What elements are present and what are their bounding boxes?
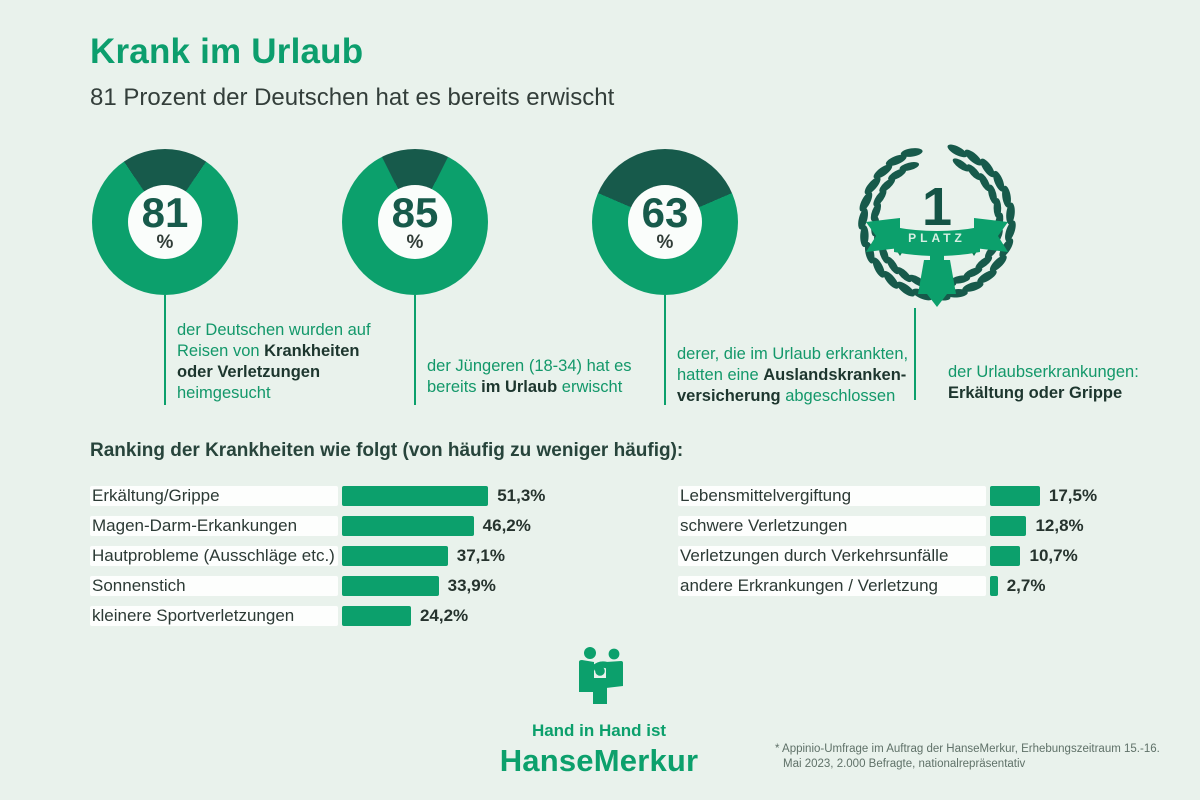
ranking-row: Sonnenstich 33,9% <box>90 576 545 596</box>
stat-column-81: 81 % der Deutschen wurden auf Reisen von… <box>92 149 371 405</box>
ranking-value: 24,2% <box>419 606 469 625</box>
ranking-value: 51,3% <box>497 486 546 505</box>
ranking-bar <box>990 486 1040 506</box>
laurel-wreath-svg <box>858 144 1016 307</box>
stat-column-award: 1 PLATZ der Urlaubserkrankungen: Erkältun… <box>842 140 1139 402</box>
ranking-label: Erkältung/Grippe <box>90 486 338 506</box>
percent-sign: % <box>656 231 674 253</box>
ranking-column-right: Lebensmittelvergiftung 17,5% schwere Verle… <box>678 486 1097 606</box>
ranking-row: Lebensmittelvergiftung 17,5% <box>678 486 1097 506</box>
ranking-row: Verletzungen durch Verkehrsunfälle 10,7% <box>678 546 1097 566</box>
percent-sign: % <box>156 231 174 253</box>
ranking-label: andere Erkrankungen / Verletzung <box>678 576 986 596</box>
ranking-value: 10,7% <box>1029 546 1078 565</box>
brand-logo: Hand in Hand ist HanseMerkur <box>468 644 730 779</box>
donut-value: 63 <box>641 188 689 236</box>
logo-tagline: Hand in Hand ist <box>531 721 667 740</box>
ranking-bar <box>990 516 1027 536</box>
ranking-row: andere Erkrankungen / Verletzung 2,7% <box>678 576 1097 596</box>
ranking-label: Hautprobleme (Ausschläge etc.) <box>90 546 338 566</box>
stat-column-85: 85 % der Jüngeren (18-34) hat es bereits… <box>342 149 632 405</box>
stat-caption: der Jüngeren (18-34) hat es bereits im U… <box>427 357 632 396</box>
donut-hole: 63 % <box>628 185 702 259</box>
ranking-column-left: Erkältung/Grippe 51,3% Magen-Darm-Erkankun… <box>90 486 545 636</box>
ranking-value: 12,8% <box>1035 516 1084 535</box>
laurel-wreath-icon: 1 PLATZ <box>842 140 1032 330</box>
connector-line <box>164 295 166 405</box>
hansemerkur-people-icon <box>579 647 623 704</box>
ranking-label: kleinere Sportverletzungen <box>90 606 338 626</box>
ranking-value: 46,2% <box>482 516 531 535</box>
logo-brand-name: HanseMerkur <box>499 743 699 778</box>
connector-line <box>664 295 666 405</box>
ranking-label: Magen-Darm-Erkankungen <box>90 516 338 536</box>
ranking-bar <box>342 576 439 596</box>
source-footnote: * Appinio-Umfrage im Auftrag der HanseMe… <box>775 743 1160 770</box>
donut-hole: 81 % <box>128 185 202 259</box>
donut-chart-81: 81 % <box>92 149 238 295</box>
award-banner-label: PLATZ <box>908 231 966 245</box>
ranking-label: Sonnenstich <box>90 576 338 596</box>
ranking-value: 2,7% <box>1006 576 1046 595</box>
ranking-row: Erkältung/Grippe 51,3% <box>90 486 545 506</box>
ranking-bar <box>990 576 998 596</box>
connector-line <box>914 308 916 400</box>
ranking-heading: Ranking der Krankheiten wie folgt (von h… <box>90 440 684 461</box>
stat-column-63: 63 % derer, die im Urlaub erkrankten, ha… <box>592 149 908 405</box>
stat-caption: der Urlaubserkrankungen: Erkältung oder G… <box>948 363 1139 402</box>
ranking-row: kleinere Sportverletzungen 24,2% <box>90 606 545 626</box>
ranking-bar <box>342 546 448 566</box>
ranking-row: Hautprobleme (Ausschläge etc.) 37,1% <box>90 546 545 566</box>
connector-line <box>414 295 416 405</box>
ranking-value: 17,5% <box>1048 486 1098 505</box>
stat-caption: derer, die im Urlaub erkrankten, hatten … <box>677 345 909 405</box>
stat-caption: der Deutschen wurden auf Reisen von Kran… <box>177 321 371 402</box>
ranking-row: Magen-Darm-Erkankungen 46,2% <box>90 516 545 536</box>
ranking-label: Verletzungen durch Verkehrsunfälle <box>678 546 986 566</box>
percent-sign: % <box>406 231 424 253</box>
donut-chart-63: 63 % <box>592 149 738 295</box>
donut-value: 81 <box>141 188 189 236</box>
ranking-label: schwere Verletzungen <box>678 516 986 536</box>
award-rank-number: 1 <box>921 177 953 237</box>
ranking-label: Lebensmittelvergiftung <box>678 486 986 506</box>
ranking-value: 33,9% <box>447 576 496 595</box>
ranking-bar <box>342 516 474 536</box>
donut-hole: 85 % <box>378 185 452 259</box>
donut-value: 85 <box>391 188 439 236</box>
donut-chart-85: 85 % <box>342 149 488 295</box>
ranking-bar <box>990 546 1021 566</box>
ranking-row: schwere Verletzungen 12,8% <box>678 516 1097 536</box>
page-title: Krank im Urlaub <box>90 32 364 71</box>
ranking-bar <box>342 606 411 626</box>
ranking-value: 37,1% <box>456 546 505 565</box>
ranking-bar <box>342 486 489 506</box>
page-subtitle: 81 Prozent der Deutschen hat es bereits … <box>90 84 615 111</box>
